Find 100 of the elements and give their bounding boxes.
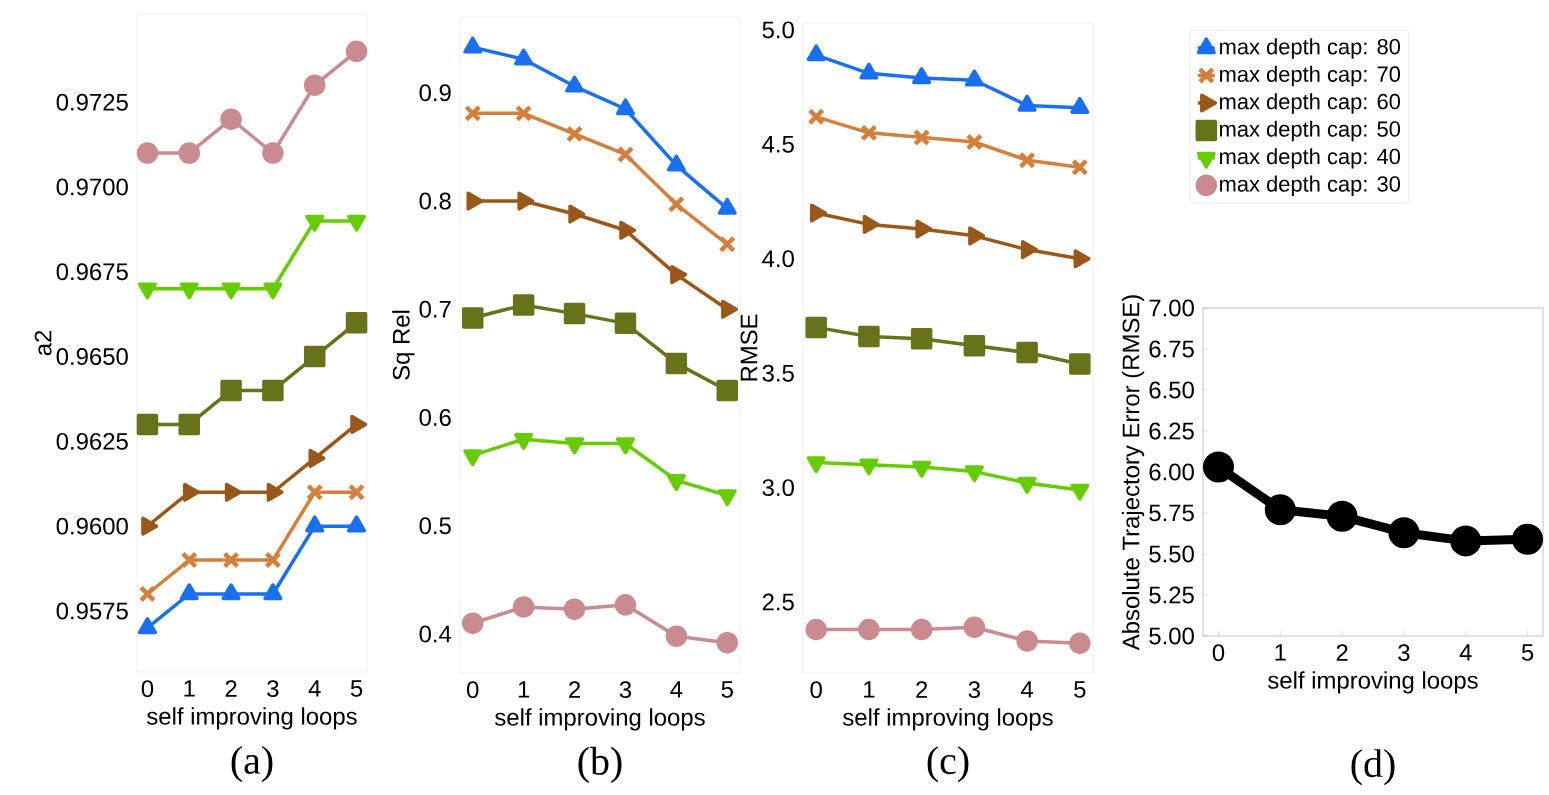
point <box>665 625 688 647</box>
point <box>862 214 880 234</box>
point <box>859 458 879 476</box>
point <box>461 307 484 329</box>
point <box>1070 483 1090 501</box>
x-axis-title: self improving loops <box>843 708 1053 731</box>
point <box>347 515 367 533</box>
text: (d) <box>1351 749 1395 786</box>
point <box>563 302 586 325</box>
y-tick-label: 0.6 <box>419 409 451 426</box>
y-axis-title: a2 <box>34 330 52 356</box>
point <box>345 40 368 63</box>
point <box>264 551 282 569</box>
point <box>860 124 878 142</box>
x-tick-label: 5 <box>1074 681 1086 698</box>
point <box>303 74 326 96</box>
x-tick-label: 3 <box>968 681 980 699</box>
x-tick-label: 4 <box>308 680 321 697</box>
point <box>913 128 931 147</box>
point <box>1450 525 1482 557</box>
y-tick-label: 0.9700 <box>56 178 128 196</box>
point <box>1020 240 1038 260</box>
point <box>965 133 983 151</box>
point <box>858 325 880 348</box>
point <box>1202 451 1234 483</box>
y-tick-label: 0.8 <box>419 192 451 210</box>
point <box>178 142 201 164</box>
y-tick-label: 5.00 <box>1149 627 1194 645</box>
x-tick-label: 3 <box>267 680 279 698</box>
point <box>1017 94 1037 112</box>
point <box>1069 353 1091 375</box>
point <box>1017 476 1037 494</box>
x-tick-label: 5 <box>1521 644 1534 661</box>
point <box>220 108 242 130</box>
point <box>262 379 284 402</box>
point <box>1071 158 1089 176</box>
y-tick-label: 0.9 <box>419 84 451 102</box>
point <box>178 413 201 436</box>
legend-label: max depth cap: 70 <box>1220 65 1401 87</box>
y-tick-label: 5.75 <box>1149 504 1194 522</box>
point <box>963 334 986 357</box>
text: (c) <box>927 746 969 783</box>
point <box>912 67 932 85</box>
point <box>514 48 534 66</box>
y-axis-title: Absolute Trajectory Error (RMSE) <box>1121 295 1145 651</box>
point <box>858 618 880 641</box>
point <box>347 483 366 501</box>
legend-label: max depth cap: 50 <box>1220 120 1401 142</box>
y-tick-label: 0.7 <box>419 300 451 318</box>
point <box>666 154 686 172</box>
point <box>514 432 534 450</box>
y-tick-label: 0.9675 <box>56 263 128 281</box>
point <box>179 583 199 601</box>
point <box>615 98 635 116</box>
point <box>859 62 879 80</box>
point <box>1016 341 1038 364</box>
x-tick-label: 0 <box>141 680 154 698</box>
y-tick-label: 0.9650 <box>56 348 128 366</box>
legend-label: max depth cap: 60 <box>1220 93 1401 114</box>
x-tick-label: 5 <box>350 680 363 697</box>
legend-label: max depth cap: 80 <box>1220 38 1401 59</box>
point <box>716 631 739 654</box>
point <box>137 617 157 635</box>
point <box>667 195 685 213</box>
x-tick-label: 1 <box>864 681 875 698</box>
point <box>222 551 240 569</box>
legend-label: max depth cap: 30 <box>1220 175 1401 197</box>
y-axis-title: RMSE <box>740 314 758 381</box>
point <box>266 482 284 502</box>
point <box>805 618 827 641</box>
point <box>224 482 242 502</box>
point <box>345 311 368 334</box>
y-tick-label: 0.9600 <box>56 517 128 535</box>
point <box>805 316 827 339</box>
x-tick-label: 4 <box>1459 644 1472 661</box>
point <box>512 596 535 618</box>
y-tick-label: 5.0 <box>762 21 794 39</box>
x-tick-label: 2 <box>569 681 580 698</box>
y-tick-label: 0.9575 <box>56 602 128 620</box>
y-tick-label: 7.00 <box>1149 299 1194 317</box>
point <box>807 108 825 126</box>
point <box>1264 494 1296 526</box>
point <box>1070 96 1090 114</box>
point <box>716 379 739 402</box>
point <box>809 203 827 223</box>
point <box>912 460 932 478</box>
y-tick-label: 6.75 <box>1149 340 1194 358</box>
y-tick-label: 4.5 <box>762 135 794 153</box>
legend-label: max depth cap: 40 <box>1220 148 1401 169</box>
x-tick-label: 3 <box>1398 644 1410 662</box>
point <box>263 583 283 601</box>
x-tick-label: 0 <box>467 681 479 699</box>
x-tick-label: 0 <box>810 681 822 699</box>
point <box>303 345 326 368</box>
point <box>515 104 533 122</box>
point <box>305 515 325 533</box>
y-tick-label: 6.50 <box>1149 381 1194 399</box>
point <box>665 352 688 375</box>
point <box>221 583 241 601</box>
x-tick-label: 1 <box>184 680 195 697</box>
